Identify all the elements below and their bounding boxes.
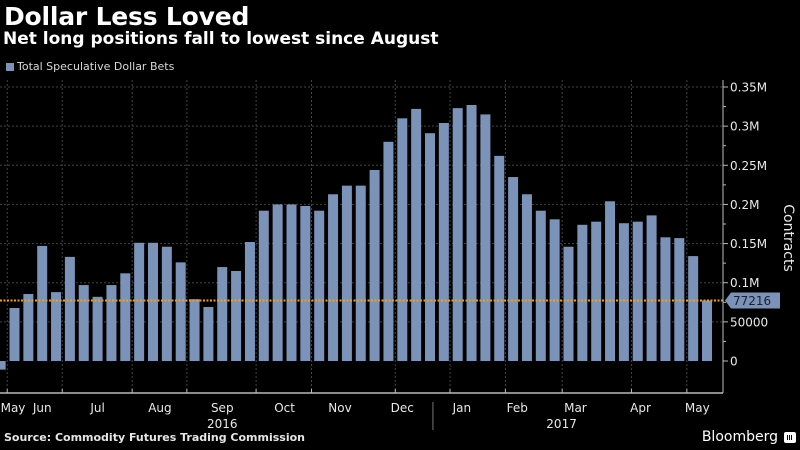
bar <box>535 210 546 361</box>
bar <box>78 285 89 361</box>
bar <box>106 285 117 361</box>
bar <box>175 262 186 361</box>
bar <box>618 223 629 361</box>
bar <box>272 204 283 361</box>
bar <box>577 224 588 361</box>
x-tick-label: Jul <box>89 401 104 415</box>
bar <box>549 219 560 361</box>
x-tick-label: Oct <box>274 401 295 415</box>
annotation: 77216 <box>0 292 780 309</box>
latest-value-label: 77216 <box>733 294 771 308</box>
x-tick-label: Nov <box>328 401 351 415</box>
bar <box>480 114 491 362</box>
bar <box>314 210 325 361</box>
bar <box>632 221 643 361</box>
bar <box>189 299 200 361</box>
y-axis-label: Contracts <box>780 204 796 272</box>
x-tick-label: Jun <box>32 401 52 415</box>
chart-subtitle: Net long positions fall to lowest since … <box>3 29 439 49</box>
bar <box>397 118 408 361</box>
bar <box>51 292 62 361</box>
y-tick-label: 0 <box>730 355 738 369</box>
bloomberg-logo: Bloomberg <box>701 429 778 445</box>
bar <box>92 296 103 361</box>
grid <box>0 80 723 393</box>
bar <box>9 308 20 361</box>
bar <box>591 221 602 361</box>
bar <box>64 256 75 361</box>
bar <box>300 205 311 361</box>
bar <box>231 270 242 361</box>
bar <box>605 201 616 361</box>
x-axis: May Jun Jul Aug Sep Oct Nov Dec Jan Feb Mar Apr May 2… <box>0 389 723 431</box>
x-year-label: 2016 <box>207 417 238 431</box>
bar <box>286 204 297 361</box>
y-tick-label: 0.2M <box>730 198 759 212</box>
bar <box>355 185 366 361</box>
x-tick-label: Sep <box>211 401 234 415</box>
y-tick-label: 50000 <box>730 315 768 329</box>
bar <box>688 256 699 361</box>
bar <box>148 242 158 361</box>
y-tick-label: 0.3M <box>730 120 759 134</box>
legend-label: Total Speculative Dollar Bets <box>17 60 175 73</box>
bar <box>0 361 6 370</box>
bar <box>411 108 422 361</box>
x-year-label: 2017 <box>546 417 577 431</box>
bar <box>341 185 352 361</box>
x-tick-label: Jan <box>452 401 472 415</box>
bar <box>466 105 477 362</box>
x-tick-label: Apr <box>630 401 651 415</box>
y-tick-label: 0.35M <box>730 81 767 95</box>
bar <box>328 194 339 361</box>
bar <box>369 169 380 361</box>
bar <box>674 238 685 361</box>
x-tick-label: May <box>1 401 26 415</box>
bar <box>660 237 671 361</box>
bars <box>0 105 712 370</box>
bar <box>702 300 712 361</box>
bar <box>258 210 269 361</box>
legend: Total Speculative Dollar Bets <box>6 60 174 73</box>
x-tick-label: Feb <box>507 401 528 415</box>
bar <box>563 246 574 361</box>
source-note: Source: Commodity Futures Trading Commis… <box>4 431 306 444</box>
bar <box>646 215 657 361</box>
bar <box>521 194 532 361</box>
bar <box>383 141 394 361</box>
y-tick-label: 0.1M <box>730 276 759 290</box>
x-tick-label: Aug <box>148 401 171 415</box>
y-tick-label: 0.15M <box>730 237 767 251</box>
x-tick-label: Dec <box>391 401 414 415</box>
bar <box>217 267 228 361</box>
bar <box>23 293 34 361</box>
bar <box>134 242 145 361</box>
y-tick-label: 0.25M <box>730 159 767 173</box>
bar <box>452 108 463 361</box>
bar <box>438 123 449 361</box>
latest-value-callout <box>725 292 780 309</box>
bar <box>508 177 519 361</box>
y-axis: 0 50000 0.1M 0.15M 0.2M 0.25M 0.3M 0.35M <box>722 80 768 393</box>
chart-title: Dollar Less Loved <box>4 2 250 31</box>
x-tick-label: Mar <box>564 401 587 415</box>
bar <box>120 273 131 361</box>
bar <box>425 133 435 361</box>
bloomberg-chart-icon <box>784 432 796 443</box>
bar <box>494 155 505 361</box>
bar <box>161 246 172 361</box>
legend-swatch <box>6 62 14 71</box>
bar <box>37 245 48 361</box>
x-tick-label: May <box>685 401 710 415</box>
bar <box>203 306 214 361</box>
